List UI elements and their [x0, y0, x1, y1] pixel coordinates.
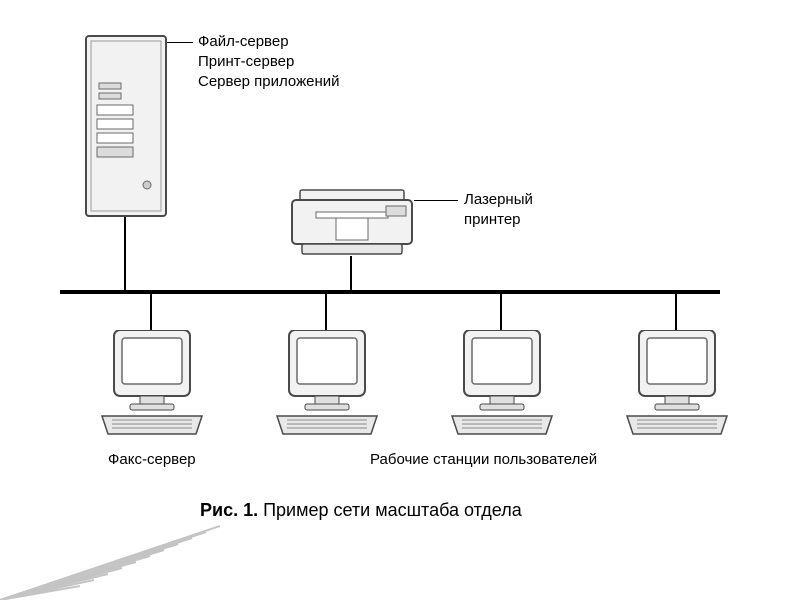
server-label-2: Принт-сервер	[198, 52, 294, 72]
workstations-label: Рабочие станции пользователей	[370, 450, 597, 470]
figure-caption: Рис. 1. Пример сети масштаба отдела	[200, 500, 522, 521]
printer-label-2: принтер	[464, 210, 521, 230]
printer-label-1: Лазерный	[464, 190, 533, 210]
printer-icon	[290, 188, 414, 258]
server-leader	[167, 42, 193, 43]
server-label-3: Сервер приложений	[198, 72, 340, 92]
diagram-stage: Файл-сервер Принт-сервер Сервер приложен…	[0, 0, 800, 600]
workstation-4-icon	[625, 330, 729, 438]
server-icon	[85, 35, 167, 217]
caption-rest: Пример сети масштаба отдела	[258, 500, 522, 520]
workstation-1-icon	[100, 330, 204, 438]
ws3-drop	[500, 294, 502, 330]
printer-leader	[414, 200, 458, 201]
caption-bold: Рис. 1.	[200, 500, 258, 520]
net-bus	[60, 290, 720, 294]
printer-drop	[350, 256, 352, 290]
ws4-drop	[675, 294, 677, 330]
workstation-3-icon	[450, 330, 554, 438]
fax-label: Факс-сервер	[108, 450, 196, 470]
ws2-drop	[325, 294, 327, 330]
ws1-drop	[150, 294, 152, 330]
server-label-1: Файл-сервер	[198, 32, 289, 52]
workstation-2-icon	[275, 330, 379, 438]
server-drop	[124, 217, 126, 290]
decor-triangle-icon	[0, 520, 220, 600]
